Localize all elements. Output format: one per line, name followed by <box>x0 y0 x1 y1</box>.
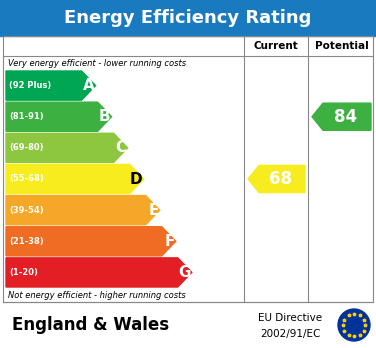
Polygon shape <box>6 164 144 193</box>
Text: (81-91): (81-91) <box>9 112 44 121</box>
Text: (92 Plus): (92 Plus) <box>9 81 51 90</box>
Polygon shape <box>6 102 112 131</box>
Text: C: C <box>115 140 127 155</box>
Text: 68: 68 <box>269 170 292 188</box>
Text: Very energy efficient - lower running costs: Very energy efficient - lower running co… <box>8 58 186 68</box>
Text: (55-68): (55-68) <box>9 174 44 183</box>
Text: (69-80): (69-80) <box>9 143 44 152</box>
Polygon shape <box>312 103 371 130</box>
Text: England & Wales: England & Wales <box>12 316 169 334</box>
Text: D: D <box>130 172 143 187</box>
Text: (21-38): (21-38) <box>9 237 44 246</box>
Bar <box>0 0 376 36</box>
Text: Potential: Potential <box>315 41 369 51</box>
Polygon shape <box>6 196 160 225</box>
Text: Energy Efficiency Rating: Energy Efficiency Rating <box>64 9 312 27</box>
Text: Current: Current <box>254 41 299 51</box>
Text: F: F <box>164 234 175 249</box>
Circle shape <box>338 309 370 341</box>
Polygon shape <box>248 165 305 192</box>
Polygon shape <box>6 133 127 163</box>
Polygon shape <box>6 71 96 100</box>
Text: A: A <box>83 78 95 93</box>
Text: E: E <box>148 203 159 218</box>
Text: (39-54): (39-54) <box>9 206 44 215</box>
Text: EU Directive: EU Directive <box>258 313 322 323</box>
Text: (1-20): (1-20) <box>9 268 38 277</box>
Polygon shape <box>6 227 176 256</box>
Polygon shape <box>6 258 192 287</box>
Text: 84: 84 <box>334 108 357 126</box>
Text: G: G <box>178 265 191 280</box>
Text: Not energy efficient - higher running costs: Not energy efficient - higher running co… <box>8 291 186 300</box>
Text: B: B <box>99 109 111 124</box>
Bar <box>3 36 373 302</box>
Text: 2002/91/EC: 2002/91/EC <box>260 329 320 339</box>
